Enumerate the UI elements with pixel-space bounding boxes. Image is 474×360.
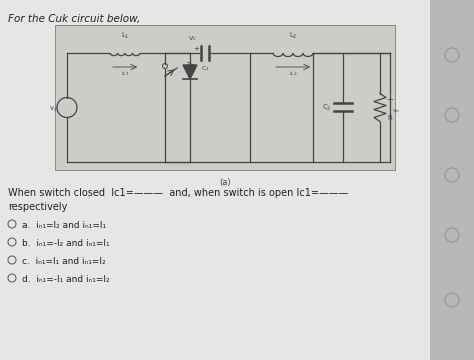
Bar bbox=[430, 0, 474, 360]
Text: c.  iₙ₁=I₁ and iₙ₁=I₂: c. iₙ₁=I₁ and iₙ₁=I₂ bbox=[22, 257, 106, 266]
Text: a.  iₙ₁=I₂ and iₙ₁=I₁: a. iₙ₁=I₂ and iₙ₁=I₁ bbox=[22, 221, 106, 230]
Text: v$_o$: v$_o$ bbox=[392, 108, 400, 116]
Text: When switch closed  Ic1=———  and, when switch is open Ic1=———: When switch closed Ic1=——— and, when swi… bbox=[8, 188, 348, 198]
Text: R: R bbox=[388, 116, 392, 122]
Text: respectively: respectively bbox=[8, 202, 67, 212]
Text: v$_s$: v$_s$ bbox=[49, 105, 57, 114]
Text: +: + bbox=[193, 46, 199, 52]
Text: i$_{L2}$: i$_{L2}$ bbox=[289, 69, 297, 78]
Text: For the Cuk circuit below,: For the Cuk circuit below, bbox=[8, 14, 140, 24]
Text: L$_2$: L$_2$ bbox=[289, 31, 297, 41]
Text: +: + bbox=[387, 95, 393, 104]
Bar bbox=[55, 25, 395, 170]
Text: i$_{L1}$: i$_{L1}$ bbox=[121, 69, 129, 78]
Text: C$_1$: C$_1$ bbox=[201, 64, 210, 73]
Text: d.  iₙ₁=-I₁ and iₙ₁=I₂: d. iₙ₁=-I₁ and iₙ₁=I₂ bbox=[22, 275, 109, 284]
Text: C$_2$: C$_2$ bbox=[322, 102, 332, 113]
Text: (a): (a) bbox=[219, 178, 231, 187]
Text: V$_C$: V$_C$ bbox=[188, 34, 198, 43]
Text: L$_1$: L$_1$ bbox=[121, 31, 129, 41]
Text: i$_{C1}$: i$_{C1}$ bbox=[186, 67, 196, 76]
Text: b.  iₙ₁=-I₂ and iₙ₁=I₁: b. iₙ₁=-I₂ and iₙ₁=I₁ bbox=[22, 239, 109, 248]
Polygon shape bbox=[183, 65, 197, 79]
